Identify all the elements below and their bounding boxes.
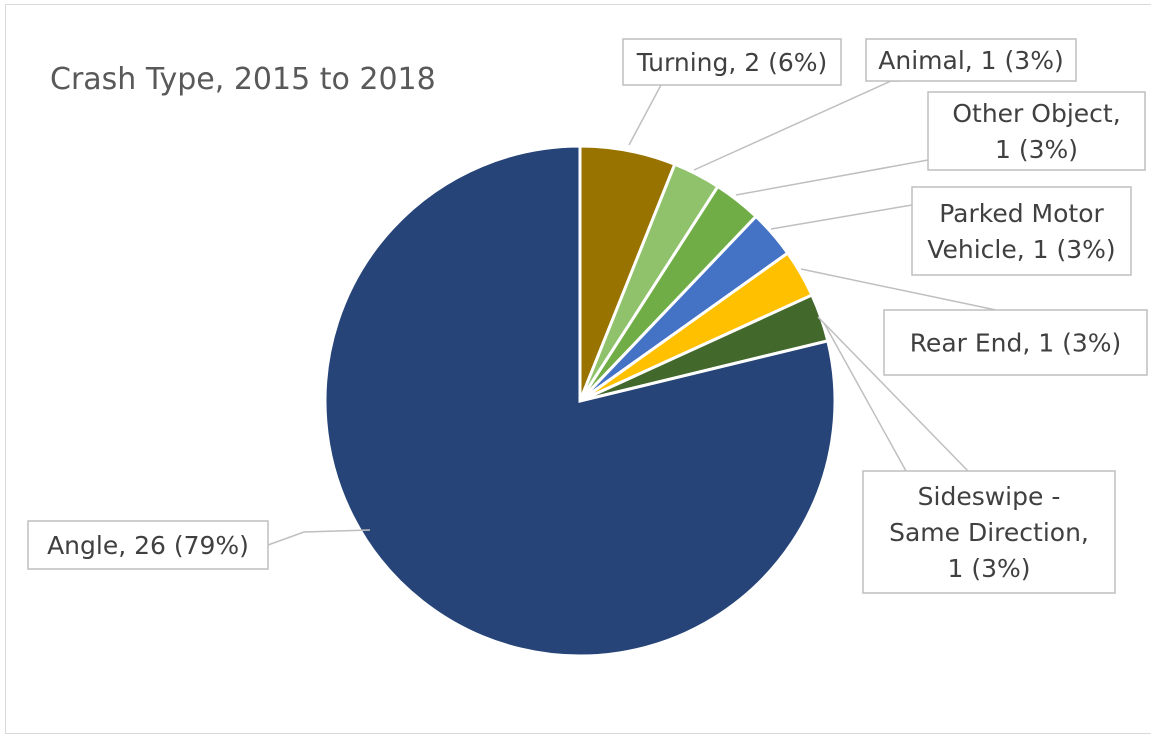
pie-slices (323, 144, 837, 658)
data-label-box (865, 38, 1077, 82)
data-label-rear-end: Rear End, 1 (3%) (883, 309, 1148, 376)
chart-frame: Crash Type, 2015 to 2018 Turning, 2 (6%)… (5, 4, 1151, 734)
data-label-sideswipe-same-direction: Sideswipe - Same Direction, 1 (3%) (862, 470, 1116, 594)
data-label-turning: Turning, 2 (6%) (622, 38, 842, 86)
data-label-animal: Animal, 1 (3%) (865, 38, 1077, 82)
leader-line-animal (693, 80, 901, 171)
data-label-text: Rear End, 1 (3%) (910, 329, 1122, 358)
data-label-text: Other Object, (952, 99, 1120, 128)
leader-line-sideswipe-same-direction-2 (823, 322, 907, 472)
data-label-angle: Angle, 26 (79%) (27, 520, 269, 570)
data-label-box (622, 38, 842, 86)
data-label-text: 1 (3%) (995, 135, 1078, 164)
data-label-text: Turning, 2 (6%) (636, 48, 828, 77)
data-label-box (911, 186, 1132, 276)
data-label-text: Vehicle, 1 (3%) (927, 235, 1115, 264)
data-label-parked-motor-vehicle: Parked Motor Vehicle, 1 (3%) (911, 186, 1132, 276)
data-label-text: Same Direction, (889, 518, 1089, 547)
data-label-text: Parked Motor (939, 199, 1104, 228)
leader-line-sideswipe-same-direction (817, 316, 969, 472)
leader-line-parked-motor-vehicle (770, 204, 913, 230)
pie-slice-angle (323, 144, 837, 658)
data-label-text: Animal, 1 (3%) (878, 46, 1063, 75)
data-label-box (883, 309, 1148, 376)
leader-line-rear-end (800, 268, 997, 311)
leader-line-other-object (735, 159, 929, 196)
data-label-text: 1 (3%) (947, 554, 1030, 583)
data-label-other-object: Other Object, 1 (3%) (927, 91, 1146, 171)
chart-title: Crash Type, 2015 to 2018 (50, 62, 436, 97)
data-label-text: Angle, 26 (79%) (47, 531, 249, 560)
data-label-box (862, 470, 1116, 594)
data-label-box (27, 520, 269, 570)
pie-chart: Crash Type, 2015 to 2018 Turning, 2 (6%)… (27, 38, 1148, 658)
data-label-box (927, 91, 1146, 171)
data-labels: Turning, 2 (6%) Animal, 1 (3%) Other Objec… (27, 38, 1148, 594)
leader-line-angle (267, 529, 371, 546)
leader-line-turning (628, 84, 662, 146)
data-label-text: Sideswipe - (918, 482, 1061, 511)
